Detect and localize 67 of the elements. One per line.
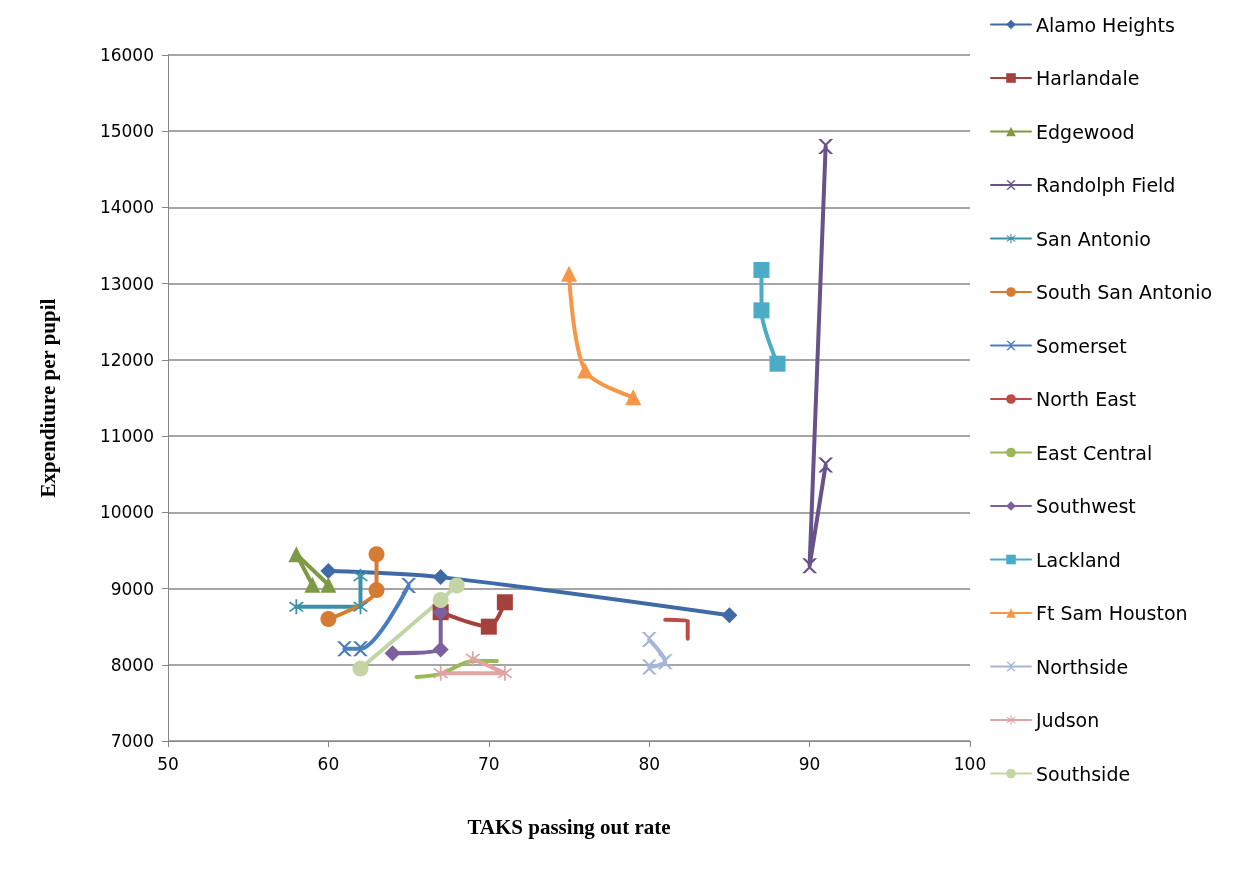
legend-label: Alamo Heights (1036, 13, 1175, 36)
point (448, 577, 465, 594)
point (497, 665, 513, 681)
legend-label: Ft Sam Houston (1036, 602, 1188, 624)
point (802, 558, 818, 574)
point (304, 576, 321, 593)
legend-label: Edgewood (1036, 120, 1135, 143)
y-tick-label: 10000 (99, 502, 154, 523)
legend-label: Southwest (1036, 495, 1136, 517)
legend-label: San Antonio (1036, 227, 1151, 250)
y-tick-label: 12000 (99, 349, 154, 370)
point (288, 599, 304, 615)
point (496, 594, 513, 611)
y-tick-label: 9000 (110, 578, 154, 599)
point (577, 362, 594, 379)
point (641, 632, 657, 648)
point (320, 576, 337, 593)
legend-label: Judson (1035, 709, 1100, 731)
point (561, 265, 577, 282)
x-tick-label: 50 (157, 753, 179, 774)
point (721, 607, 738, 624)
x-axis-title: TAKS passing out rate (467, 814, 671, 839)
point (352, 641, 368, 657)
point (432, 569, 449, 586)
y-tick-label: 8000 (110, 654, 154, 675)
legend-label: Southside (1036, 762, 1131, 785)
x-tick-label: 100 (953, 753, 987, 774)
y-tick-label: 16000 (99, 45, 154, 65)
point (401, 578, 417, 594)
point (432, 641, 449, 658)
legend-label: Harlandale (1036, 67, 1140, 89)
legend-label: Somerset (1036, 334, 1127, 357)
x-tick-label: 70 (477, 753, 500, 774)
point (320, 563, 337, 580)
point (657, 654, 673, 670)
legend-label: East Central (1036, 441, 1153, 464)
y-tick-label: 7000 (110, 731, 154, 751)
y-tick-label: 11000 (99, 426, 154, 447)
point (368, 546, 385, 563)
x-tick-label: 90 (798, 753, 821, 774)
point (480, 618, 497, 635)
point (625, 389, 642, 406)
x-tick-label: 80 (638, 753, 661, 774)
point (352, 660, 369, 677)
point (368, 582, 385, 599)
point (753, 302, 770, 319)
x-tick-label: 60 (317, 753, 340, 774)
point (818, 138, 834, 154)
legend-label: Randolph Field (1036, 174, 1176, 196)
y-tick-label: 15000 (99, 121, 154, 142)
point (465, 651, 481, 667)
point (641, 659, 657, 675)
point (753, 261, 770, 278)
y-tick-label: 14000 (99, 197, 154, 218)
legend-label: North East (1036, 388, 1137, 410)
legend-label: Northside (1036, 655, 1129, 678)
point (769, 355, 786, 372)
y-axis-title: Expenditure per pupil (35, 298, 60, 498)
point (336, 641, 352, 657)
y-tick-label: 13000 (99, 273, 154, 294)
point (433, 665, 449, 681)
point (384, 645, 401, 662)
legend-label: Lackland (1036, 548, 1121, 571)
legend-label: South San Antonio (1036, 281, 1213, 303)
point (432, 591, 449, 608)
point (320, 611, 337, 628)
point (818, 457, 834, 473)
